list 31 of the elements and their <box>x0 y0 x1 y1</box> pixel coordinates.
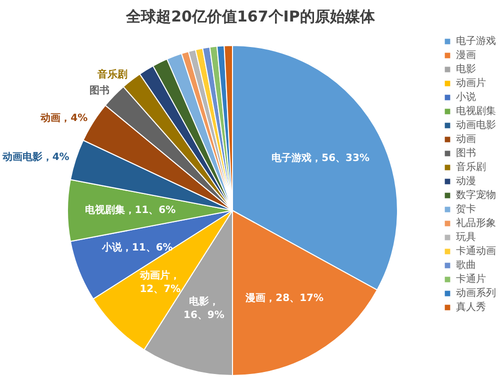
data-label: 动画片， 12、7% <box>139 270 181 295</box>
data-label: 电视剧集，11、6% <box>84 204 176 216</box>
legend-label: 电视剧集 <box>456 104 496 118</box>
data-label: 漫画，28、17% <box>244 292 324 304</box>
legend-label: 音乐剧 <box>456 160 486 174</box>
data-label: 图书 <box>89 84 110 97</box>
legend-label: 数字宠物 <box>456 188 496 202</box>
legend-label: 动漫 <box>456 175 476 188</box>
legend-label: 贺卡 <box>456 202 476 216</box>
legend-label: 真人秀 <box>456 300 486 314</box>
data-label: 动画，4% <box>40 112 88 124</box>
legend-label: 电影 <box>456 62 476 76</box>
data-label: 小说，11、6% <box>100 242 173 254</box>
legend-label: 动画电影 <box>456 118 496 132</box>
legend-label: 动画片 <box>456 76 486 90</box>
data-label: 音乐剧 <box>96 68 128 80</box>
legend-label: 卡通片 <box>456 272 486 286</box>
legend-label: 小说 <box>456 90 476 104</box>
legend-label: 动画系列 <box>456 286 496 300</box>
legend-label: 歌曲 <box>456 258 476 272</box>
legend-label: 动画 <box>456 133 476 146</box>
legend-label: 卡通动画 <box>456 244 496 258</box>
data-label: 电子游戏，56、33% <box>272 152 370 164</box>
chart-title: 全球超20亿价值167个IP的原始媒体 <box>125 8 376 26</box>
legend-label: 漫画 <box>456 49 476 62</box>
data-label: 动画电影，4% <box>1 150 70 163</box>
legend-label: 电子游戏 <box>456 34 496 48</box>
data-label: 电影， 16、9% <box>184 296 224 321</box>
legend-label: 玩具 <box>456 231 476 244</box>
legend-label: 礼品形象 <box>456 216 496 230</box>
legend-label: 图书 <box>456 146 476 160</box>
